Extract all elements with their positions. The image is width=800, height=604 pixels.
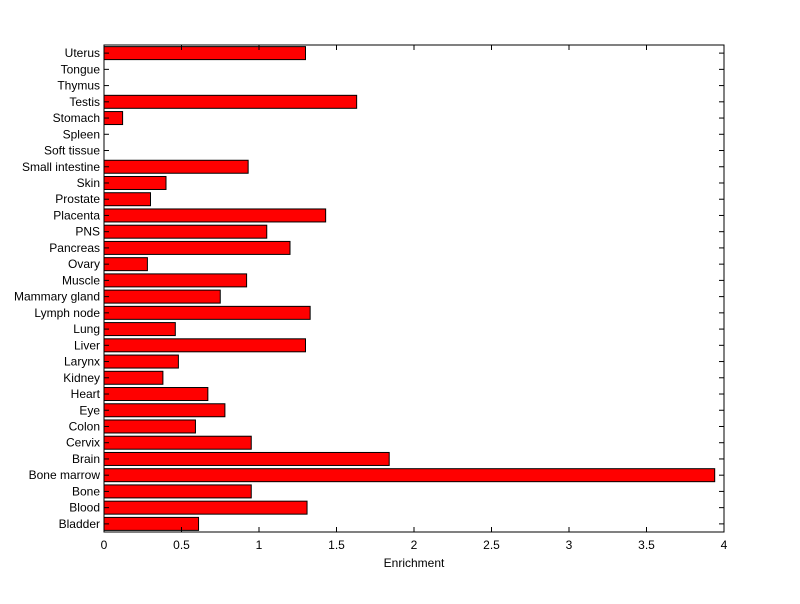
category-label-pns: PNS [75, 225, 100, 239]
bar-mammary-gland [103, 289, 221, 304]
bar-heart [103, 387, 209, 402]
bar-pns [103, 224, 268, 239]
category-label-bladder: Bladder [59, 517, 100, 531]
x-tick-label-0: 0 [101, 538, 108, 552]
bar-lung [103, 322, 176, 337]
bar-bone-marrow [103, 468, 716, 483]
bar-muscle [103, 273, 248, 288]
bar-brain [103, 451, 390, 466]
x-tick-label-6: 3 [566, 538, 573, 552]
category-label-mammary-gland: Mammary gland [14, 290, 100, 304]
category-label-thymus: Thymus [57, 79, 100, 93]
category-label-bone-marrow: Bone marrow [29, 468, 101, 482]
category-label-cervix: Cervix [66, 436, 100, 450]
bar-prostate [103, 192, 151, 207]
category-label-skin: Skin [77, 176, 100, 190]
category-label-colon: Colon [69, 419, 100, 433]
x-tick-labels: 0 0.5 1 1.5 2 2.5 3 3.5 4 [101, 538, 728, 552]
category-label-ovary: Ovary [68, 257, 100, 271]
bar-placenta [103, 208, 327, 223]
x-tick-label-7: 3.5 [638, 538, 655, 552]
category-label-kidney: Kidney [63, 371, 100, 385]
x-tick-label-1: 0.5 [173, 538, 190, 552]
bar-testis [103, 94, 358, 109]
category-label-blood: Blood [69, 501, 100, 515]
category-label-prostate: Prostate [55, 192, 100, 206]
category-label-brain: Brain [72, 452, 100, 466]
category-label-testis: Testis [69, 95, 100, 109]
category-label-bone: Bone [72, 484, 100, 498]
x-tick-label-4: 2 [411, 538, 418, 552]
category-label-tongue: Tongue [61, 62, 101, 76]
bar-uterus [103, 46, 306, 61]
category-label-eye: Eye [79, 403, 100, 417]
category-label-larynx: Larynx [64, 355, 100, 369]
category-labels: Uterus Tongue Thymus Testis Stomach Spleen Sof… [14, 46, 101, 531]
category-label-heart: Heart [71, 387, 101, 401]
category-label-muscle: Muscle [62, 273, 100, 287]
bar-skin [103, 175, 167, 190]
bar-liver [103, 338, 306, 353]
x-axis-label: Enrichment [384, 556, 445, 570]
x-tick-label-3: 1.5 [328, 538, 345, 552]
category-label-lung: Lung [73, 322, 100, 336]
category-label-small-intestine: Small intestine [22, 160, 100, 174]
category-label-placenta: Placenta [53, 208, 100, 222]
bar-cervix [103, 435, 252, 450]
bar-pancreas [103, 240, 291, 255]
category-label-liver: Liver [74, 338, 100, 352]
category-label-spleen: Spleen [63, 127, 100, 141]
bar-bladder [103, 516, 200, 531]
x-tick-label-2: 1 [256, 538, 263, 552]
bar-ovary [103, 257, 148, 272]
category-label-soft-tissue: Soft tissue [44, 144, 100, 158]
x-tick-label-8: 4 [721, 538, 728, 552]
bar-small-intestine [103, 159, 249, 174]
bar-larynx [103, 354, 179, 369]
bar-lymph-node [103, 305, 311, 320]
category-label-uterus: Uterus [65, 46, 100, 60]
bar-bone [103, 484, 252, 499]
bar-eye [103, 403, 226, 418]
bar-kidney [103, 370, 164, 385]
x-tick-label-5: 2.5 [483, 538, 500, 552]
category-label-lymph-node: Lymph node [34, 306, 100, 320]
bar-blood [103, 500, 308, 515]
category-label-pancreas: Pancreas [49, 241, 100, 255]
bar-colon [103, 419, 196, 434]
ticks-layer [103, 45, 725, 532]
category-label-stomach: Stomach [53, 111, 100, 125]
bars-layer [103, 46, 716, 531]
